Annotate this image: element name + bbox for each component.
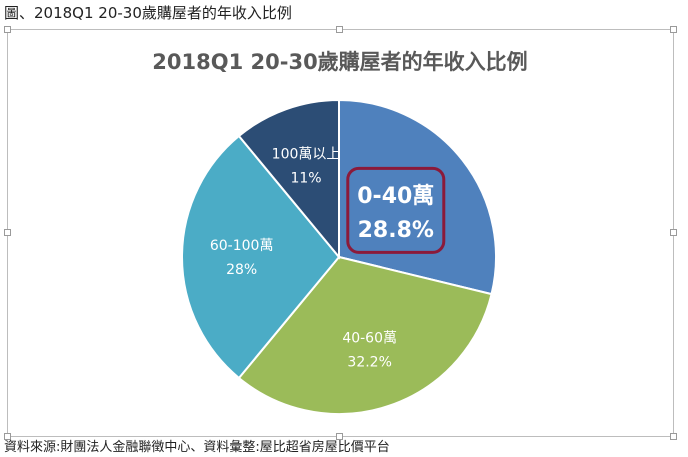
slice-value-60-100: 28%: [226, 262, 257, 278]
source-note: 資料來源:財團法人金融聯徵中心、資料彙整:屋比超省房屋比價平台: [4, 440, 390, 455]
pie-labels: 0-40萬 28.8% 40-60萬 32.2% 60-100萬 28% 100萬以上 11%: [210, 146, 446, 370]
figure-caption: 圖、2018Q1 20-30歲購屋者的年收入比例: [4, 4, 292, 22]
highlight-box: [346, 166, 446, 254]
resize-handle-bottom-left[interactable]: [4, 433, 11, 440]
slice-label-0-40: 0-40萬: [357, 184, 434, 209]
resize-handle-top-right[interactable]: [670, 26, 677, 33]
slice-value-100-plus: 11%: [290, 170, 321, 186]
pie-chart: 2018Q1 20-30歲購屋者的年收入比例 0-40萬 28.8% 40-60萬 3…: [152, 50, 528, 415]
resize-handle-top-left[interactable]: [4, 26, 11, 33]
pie-slice-100-plus[interactable]: [237, 98, 340, 260]
chart-frame[interactable]: 2018Q1 20-30歲購屋者的年收入比例 0-40萬 28.8% 40-60萬 3…: [4, 26, 677, 440]
slice-label-60-100: 60-100萬: [210, 238, 274, 254]
pie-slice-60-100[interactable]: [181, 134, 341, 380]
pie-slice-0-40[interactable]: [338, 98, 497, 296]
resize-handle-bottom-right[interactable]: [670, 433, 677, 440]
resize-handle-top[interactable]: [336, 26, 343, 33]
pie-slice-40-60[interactable]: [237, 255, 493, 415]
resize-handle-right[interactable]: [670, 229, 677, 236]
slice-value-40-60: 32.2%: [347, 354, 391, 370]
pie-slices: [181, 98, 497, 415]
resize-handle-bottom[interactable]: [336, 433, 343, 440]
resize-handle-left[interactable]: [4, 229, 11, 236]
slice-label-100-plus: 100萬以上: [272, 146, 341, 162]
slice-label-40-60: 40-60萬: [342, 330, 397, 346]
chart-title: 2018Q1 20-30歲購屋者的年收入比例: [152, 50, 527, 74]
slice-value-0-40: 28.8%: [358, 218, 434, 243]
